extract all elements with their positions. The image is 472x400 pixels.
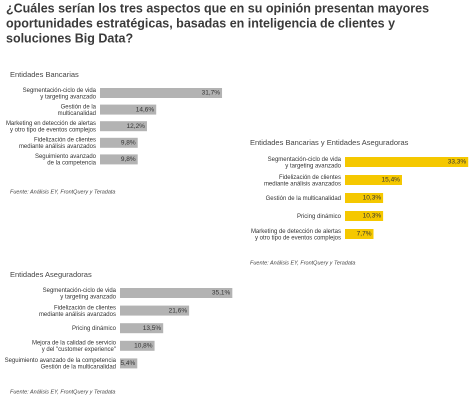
value-label: 10,8%: [134, 343, 153, 350]
bar: [120, 288, 233, 298]
category-line: Segmentación-ciclo de vida: [43, 287, 117, 293]
category-label: Pricing dinámico: [297, 214, 342, 220]
category-line: y otro tipo de eventos complejos: [255, 235, 341, 241]
value-label: 21,6%: [169, 307, 188, 314]
category-line: de la competencia: [47, 160, 96, 166]
value-label: 9,8%: [121, 156, 136, 163]
category-line: mediante análisis avanzados: [264, 181, 341, 187]
category-line: Fidelización de clientes: [54, 305, 116, 311]
bar: [345, 157, 469, 167]
value-label: 31,7%: [202, 90, 221, 97]
source-note: Fuente: Análisis EY, FrontQuery y Terada…: [10, 189, 115, 195]
bar: [120, 305, 190, 316]
category-label: Segmentación-ciclo de vida y targeting av…: [43, 287, 117, 300]
category-line: mediante análisis avanzados: [39, 311, 116, 317]
category-line: Seguimiento avanzado de la competencia: [5, 358, 117, 364]
category-line: y otro tipo de eventos complejos: [10, 127, 96, 133]
category-line: multicanalidad: [58, 110, 96, 116]
source-note: Fuente: Análisis EY, FrontQuery y Terada…: [250, 260, 355, 266]
value-label: 5,4%: [120, 360, 135, 367]
category-line: y targeting avanzado: [285, 163, 341, 169]
value-label: 12,2%: [127, 123, 146, 130]
category-line: y del "customer experience": [42, 347, 116, 353]
category-line: Segmentación-ciclo de vida: [23, 87, 97, 93]
category-label: Seguimiento avanzado de la competencia Ge…: [5, 358, 117, 371]
main-title: soluciones Big Data?: [6, 31, 133, 45]
value-label: 7,7%: [357, 231, 372, 238]
bar: [345, 193, 384, 203]
category-line: Marketing en detección de alertas: [6, 121, 96, 127]
bar: [100, 154, 138, 165]
category-label: Fidelización de clientes mediante análisi…: [264, 174, 341, 187]
category-line: mediante análisis avanzados: [19, 144, 96, 150]
value-label: 14,6%: [136, 106, 155, 113]
category-line: Seguimiento avanzado: [35, 154, 97, 160]
category-line: Gestión de la: [61, 104, 97, 110]
value-label: 10,3%: [363, 213, 382, 220]
bar: [120, 340, 155, 351]
chart-title: Entidades Bancarias y Entidades Asegurad…: [250, 138, 409, 147]
category-label: Pricing dinámico: [72, 326, 117, 332]
bar: [100, 121, 147, 132]
category-line: y targeting avanzado: [60, 294, 116, 300]
category-label: Gestión de la multicanalidad: [266, 196, 341, 202]
value-label: 35,1%: [212, 290, 231, 297]
category-label: Gestión de la multicanalidad: [58, 104, 97, 117]
category-label: Marketing de detección de alertas y otro …: [251, 228, 341, 241]
category-line: Gestión de la multicanalidad: [41, 364, 116, 370]
value-label: 15,4%: [382, 177, 401, 184]
bar: [345, 229, 374, 239]
category-line: Fidelización de clientes: [279, 174, 341, 180]
category-line: Pricing dinámico: [72, 326, 117, 332]
category-line: Pricing dinámico: [297, 214, 342, 220]
category-label: Segmentación-ciclo de vida y targeting av…: [268, 156, 342, 169]
category-line: Fidelización de clientes: [34, 137, 96, 143]
bar: [345, 211, 384, 221]
category-line: Gestión de la multicanalidad: [266, 196, 341, 202]
category-label: Marketing en detección de alertas y otro …: [6, 121, 96, 134]
value-label: 10,3%: [363, 195, 382, 202]
value-label: 13,5%: [143, 325, 162, 332]
category-label: Mejora de la calidad de servicio y del "c…: [32, 340, 117, 353]
main-title: oportunidades estratégicas, basadas en i…: [6, 16, 395, 30]
category-line: Segmentación-ciclo de vida: [268, 156, 342, 162]
category-line: Mejora de la calidad de servicio: [32, 340, 117, 346]
bar: [120, 358, 138, 369]
bar: [120, 323, 164, 334]
category-label: Fidelización de clientes mediante análisi…: [39, 305, 116, 318]
category-label: Fidelización de clientes mediante análisi…: [19, 137, 96, 150]
bar: [100, 104, 157, 115]
main-title: ¿Cuáles serían los tres aspectos que en …: [6, 1, 429, 15]
category-label: Segmentación-ciclo de vida y targeting av…: [23, 87, 97, 100]
bar: [100, 88, 223, 98]
category-line: y targeting avanzado: [40, 94, 96, 100]
value-label: 33,3%: [448, 159, 467, 166]
chart-title: Entidades Aseguradoras: [10, 270, 92, 279]
source-note: Fuente: Análisis EY, FrontQuery y Terada…: [10, 389, 115, 395]
bar: [345, 175, 402, 185]
chart-title: Entidades Bancarias: [10, 70, 79, 79]
category-line: Marketing de detección de alertas: [251, 228, 341, 234]
value-label: 9,8%: [121, 140, 136, 147]
category-label: Seguimiento avanzado de la competencia: [35, 154, 97, 167]
bar: [100, 137, 138, 148]
